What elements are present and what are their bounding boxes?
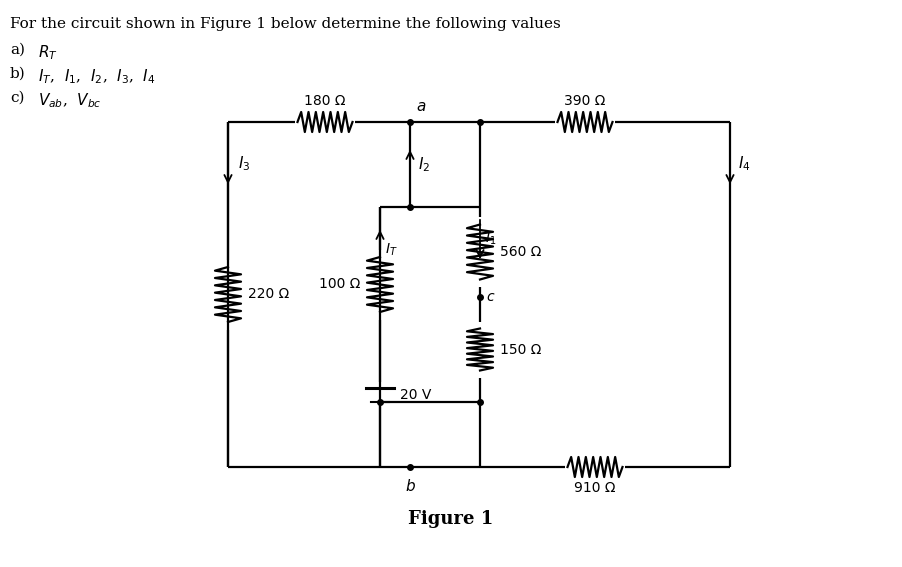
Text: b: b xyxy=(405,479,415,494)
Text: 180 Ω: 180 Ω xyxy=(304,94,345,108)
Text: a): a) xyxy=(10,43,25,57)
Text: $I_2$: $I_2$ xyxy=(418,156,430,174)
Text: 150 Ω: 150 Ω xyxy=(500,342,541,357)
Text: 20 V: 20 V xyxy=(400,388,431,402)
Text: For the circuit shown in Figure 1 below determine the following values: For the circuit shown in Figure 1 below … xyxy=(10,17,561,31)
Text: a: a xyxy=(416,99,426,114)
Text: c: c xyxy=(486,290,493,304)
Text: 560 Ω: 560 Ω xyxy=(500,245,541,259)
Text: 910 Ω: 910 Ω xyxy=(575,481,616,495)
Text: $V_{ab}$,  $V_{bc}$: $V_{ab}$, $V_{bc}$ xyxy=(38,91,102,109)
Text: 100 Ω: 100 Ω xyxy=(318,277,360,291)
Text: $I_3$: $I_3$ xyxy=(238,155,251,174)
Text: $I_T$: $I_T$ xyxy=(385,242,398,258)
Text: 390 Ω: 390 Ω xyxy=(565,94,605,108)
Text: $I_1$: $I_1$ xyxy=(485,231,496,247)
Text: $R_T$: $R_T$ xyxy=(38,43,58,62)
Text: 220 Ω: 220 Ω xyxy=(248,287,290,302)
Text: $I_4$: $I_4$ xyxy=(738,155,750,174)
Text: c): c) xyxy=(10,91,24,105)
Text: Figure 1: Figure 1 xyxy=(409,510,493,528)
Text: $I_T$,  $I_1$,  $I_2$,  $I_3$,  $I_4$: $I_T$, $I_1$, $I_2$, $I_3$, $I_4$ xyxy=(38,67,155,86)
Text: b): b) xyxy=(10,67,26,81)
